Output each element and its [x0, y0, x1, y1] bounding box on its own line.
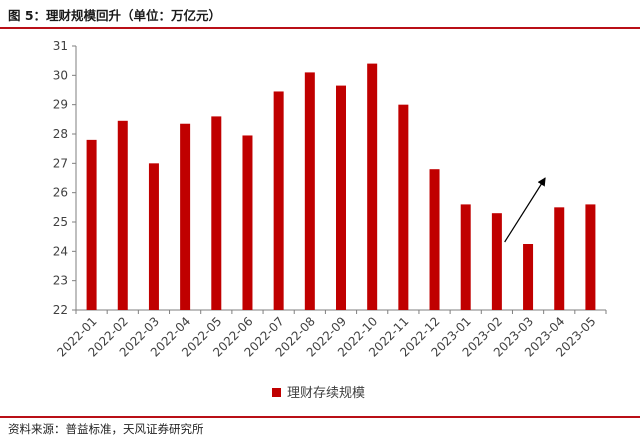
legend-swatch: [272, 388, 281, 397]
figure-title: 图 5：理财规模回升（单位：万亿元）: [8, 8, 222, 23]
trend-arrow: [504, 177, 546, 243]
source-divider: [0, 416, 640, 418]
bar: [460, 204, 471, 310]
y-tick-label: 31: [53, 39, 68, 53]
bar: [367, 63, 378, 310]
bar: [336, 85, 346, 310]
bar: [211, 116, 222, 311]
source-note: 资料来源：普益标准，天风证券研究所: [8, 422, 204, 436]
bar: [523, 244, 534, 310]
bar: [117, 120, 128, 310]
bar: [398, 104, 409, 311]
bar: [180, 123, 191, 310]
y-tick-label: 23: [53, 274, 68, 288]
legend-label: 理财存续规模: [287, 386, 365, 401]
y-tick-label: 28: [53, 127, 68, 141]
bar: [491, 213, 502, 310]
y-tick-label: 30: [53, 68, 68, 82]
annotation-layer: [504, 177, 546, 243]
y-tick-label: 29: [53, 98, 68, 112]
y-tick-label: 22: [53, 303, 68, 317]
y-tick-label: 27: [53, 156, 68, 170]
bar-chart: 22 23 24 25 26 27 28 29 30 31 2022-012022-022022-…: [53, 39, 607, 401]
bar: [273, 91, 284, 310]
y-tick-label: 26: [53, 186, 68, 200]
bar: [148, 163, 159, 310]
bar: [242, 135, 253, 310]
bar: [86, 139, 97, 310]
x-axis: 2022-012022-022022-032022-042022-052022-…: [54, 309, 607, 360]
bar: [554, 207, 565, 310]
y-axis: 22 23 24 25 26 27 28 29 30 31: [53, 39, 77, 317]
bar-series: [86, 63, 596, 311]
bar: [304, 72, 315, 311]
legend: 理财存续规模: [272, 386, 365, 401]
y-tick-label: 25: [53, 215, 68, 229]
title-divider: [0, 27, 640, 29]
bar: [585, 204, 596, 310]
y-tick-label: 24: [53, 244, 68, 258]
bar: [429, 169, 440, 310]
